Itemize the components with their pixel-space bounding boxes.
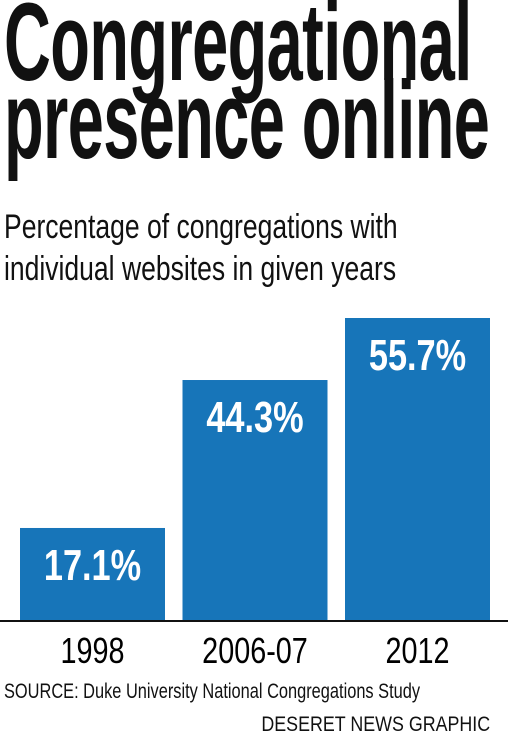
credit: DESERET NEWS GRAPHIC <box>261 713 490 736</box>
x-tick-label: 2006-07 <box>202 630 308 671</box>
source-note: SOURCE: Duke University National Congreg… <box>4 680 421 703</box>
bar <box>345 318 490 621</box>
value-label: 55.7% <box>369 331 466 380</box>
chart-title: Congregational presence online <box>4 0 490 182</box>
value-label: 17.1% <box>44 541 141 590</box>
bar <box>182 380 328 621</box>
x-tick-label: 2012 <box>385 630 449 671</box>
x-tick-label: 1998 <box>60 630 124 671</box>
bar <box>20 527 165 621</box>
chart-subtitle: Percentage of congregations with individ… <box>4 208 398 288</box>
value-label: 44.3% <box>206 393 303 442</box>
